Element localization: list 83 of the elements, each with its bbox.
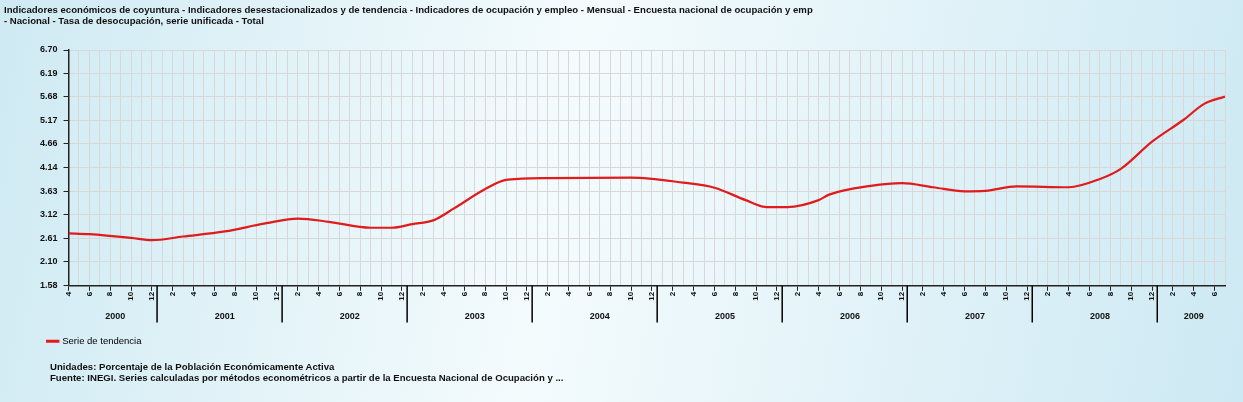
x-tick-label: 10 (1126, 291, 1136, 301)
x-tick-label: 6 (1209, 291, 1219, 297)
y-tick-label: 6.19 (39, 67, 58, 78)
x-tick-label: 10 (1001, 291, 1011, 301)
x-tick-label: 4 (563, 291, 573, 297)
x-tick-label: 4 (1188, 291, 1198, 297)
x-tick-label: 2 (542, 291, 552, 297)
x-tick-label: 4 (1063, 291, 1073, 297)
x2-tick-label: 2006 (839, 310, 860, 321)
x2-tick-label: 2009 (1183, 310, 1204, 321)
x2-tick-label: 2003 (464, 310, 485, 321)
y-tick-label: 1.58 (39, 280, 58, 291)
x-tick-label: 2 (292, 291, 302, 297)
x-tick-label: 2 (668, 291, 678, 297)
x-tick-label: 10 (626, 291, 636, 301)
x2-tick-label: 2008 (1089, 310, 1110, 321)
x-tick-label: 4 (313, 291, 323, 297)
x-tick-label: 2 (918, 291, 928, 297)
x-tick-label: 2 (793, 291, 803, 297)
x-tick-label: 8 (605, 291, 615, 297)
x-tick-label: 4 (938, 291, 948, 297)
chart-subtitle: - Nacional - Tasa de desocupación, serie unificada - Total (4, 15, 265, 26)
x-tick-label: 2 (167, 291, 177, 297)
x2-tick-label: 2001 (214, 310, 235, 321)
x-tick-label: 10 (501, 291, 511, 301)
x-tick-label: 6 (209, 291, 219, 297)
y-tick-label: 2.61 (39, 232, 58, 243)
x-tick-label: 8 (730, 291, 740, 297)
x2-tick-label: 2007 (964, 310, 985, 321)
source-note: Fuente: INEGI. Series calculadas por métodos econométricos a partir de la Encuesta Nacional de Ocupación y ... (50, 372, 564, 383)
x-tick-label: 10 (751, 291, 761, 301)
x-tick-label: 8 (480, 291, 490, 297)
x-tick-label: 6 (584, 291, 594, 297)
x-tick-label: 6 (334, 291, 344, 297)
x-tick-label: 12 (147, 291, 157, 301)
x-tick-label: 12 (772, 291, 782, 301)
line-series (68, 95, 1225, 242)
x-tick-label: 8 (980, 291, 990, 297)
x-tick-label: 8 (230, 291, 240, 297)
x-tick-label: 12 (272, 291, 282, 301)
x-tick-label: 10 (251, 291, 261, 301)
x-tick-label: 6 (709, 291, 719, 297)
x2-tick-label: 2005 (714, 310, 735, 321)
x-tick-label: 8 (1105, 291, 1115, 297)
x-tick-label: 2 (1043, 291, 1053, 297)
y-tick-label: 4.14 (39, 162, 58, 173)
x-tick-label: 12 (897, 291, 907, 301)
x-tick-label: 10 (876, 291, 886, 301)
x-tick-label: 6 (834, 291, 844, 297)
y-tick-label: 5.68 (39, 91, 58, 102)
x-tick-label: 4 (188, 291, 198, 297)
y-tick-label: 3.12 (39, 209, 58, 220)
x2-tick-label: 2002 (339, 310, 360, 321)
y-tick-label: 5.17 (39, 114, 58, 125)
text: Unidades: Porcentaje de la Población Económicamente Activa (50, 361, 336, 372)
x-tick-label: 2 (1168, 291, 1178, 297)
x2-tick-label: 2000 (105, 310, 126, 321)
x-tick-label: 12 (522, 291, 532, 301)
x-tick-label: 8 (355, 291, 365, 297)
y-tick-label: 3.63 (39, 185, 58, 196)
x-tick-label: 6 (84, 291, 94, 297)
x-tick-label: 12 (1022, 291, 1032, 301)
x-tick-label: 10 (126, 291, 136, 301)
x-tick-label: 12 (1147, 291, 1157, 301)
x-tick-label: 12 (647, 291, 657, 301)
x-tick-label: 4 (438, 291, 448, 297)
x-tick-label: 4 (688, 291, 698, 297)
x-tick-label: 12 (397, 291, 407, 301)
x-tick-label: 6 (959, 291, 969, 297)
x-tick-label: 8 (855, 291, 865, 297)
legend-label: Serie de tendencia (62, 334, 143, 346)
x-tick-label: 10 (376, 291, 386, 301)
x-tick-label: 4 (63, 291, 73, 297)
x-tick-label: 2 (417, 291, 427, 297)
x-tick-label: 4 (813, 291, 823, 297)
chart-title: Indicadores económicos de coyuntura - Indicadores desestacionalizados y de tendencia - Indicadores de ocupación y empleo - Mensual - Encuesta nacional de ocupación y emp (4, 4, 814, 15)
y-tick-label: 4.66 (39, 138, 58, 149)
y-tick-label: 2.10 (39, 256, 58, 267)
y-tick-label: 6.70 (39, 44, 58, 55)
x-tick-label: 6 (1084, 291, 1094, 297)
x-tick-label: 6 (459, 291, 469, 297)
x-tick-label: 8 (105, 291, 115, 297)
x2-tick-label: 2004 (589, 310, 610, 321)
